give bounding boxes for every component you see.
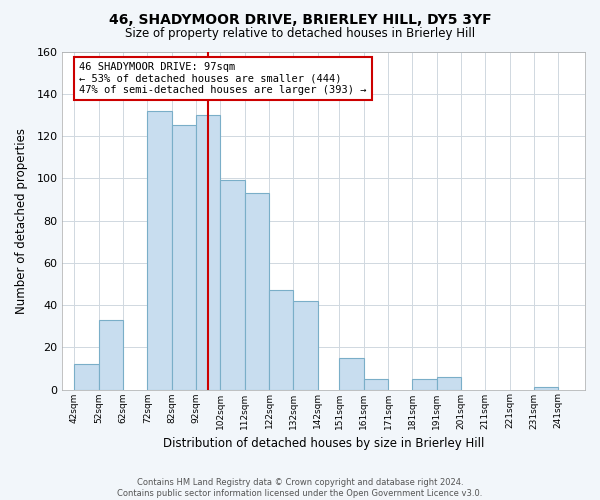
Text: 46, SHADYMOOR DRIVE, BRIERLEY HILL, DY5 3YF: 46, SHADYMOOR DRIVE, BRIERLEY HILL, DY5 …: [109, 12, 491, 26]
Bar: [245, 193, 269, 390]
Bar: [220, 180, 245, 390]
Y-axis label: Number of detached properties: Number of detached properties: [15, 128, 28, 314]
Bar: [196, 115, 220, 390]
Bar: [340, 358, 364, 390]
Bar: [99, 320, 123, 390]
Text: 46 SHADYMOOR DRIVE: 97sqm
← 53% of detached houses are smaller (444)
47% of semi: 46 SHADYMOOR DRIVE: 97sqm ← 53% of detac…: [79, 62, 367, 96]
X-axis label: Distribution of detached houses by size in Brierley Hill: Distribution of detached houses by size …: [163, 437, 484, 450]
Bar: [534, 388, 558, 390]
Bar: [437, 377, 461, 390]
Bar: [269, 290, 293, 390]
Text: Contains HM Land Registry data © Crown copyright and database right 2024.
Contai: Contains HM Land Registry data © Crown c…: [118, 478, 482, 498]
Bar: [364, 379, 388, 390]
Text: Size of property relative to detached houses in Brierley Hill: Size of property relative to detached ho…: [125, 28, 475, 40]
Bar: [74, 364, 99, 390]
Bar: [293, 301, 317, 390]
Bar: [148, 110, 172, 390]
Bar: [172, 126, 196, 390]
Bar: [412, 379, 437, 390]
